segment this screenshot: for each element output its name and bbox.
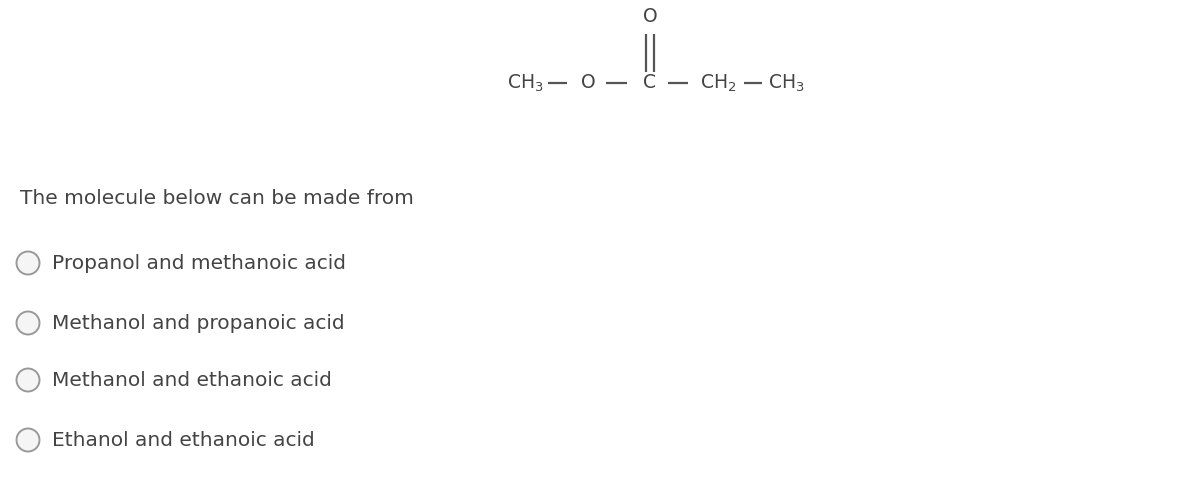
Circle shape: [17, 312, 40, 335]
Text: The molecule below can be made from: The molecule below can be made from: [20, 189, 414, 208]
Text: C: C: [643, 74, 656, 93]
Text: Methanol and propanoic acid: Methanol and propanoic acid: [52, 314, 344, 333]
Text: O: O: [643, 6, 658, 25]
Text: CH$_3$: CH$_3$: [768, 72, 804, 94]
Text: Propanol and methanoic acid: Propanol and methanoic acid: [52, 253, 346, 272]
Circle shape: [17, 369, 40, 391]
Text: Methanol and ethanoic acid: Methanol and ethanoic acid: [52, 371, 332, 389]
Text: CH$_3$: CH$_3$: [506, 72, 544, 94]
Circle shape: [17, 428, 40, 452]
Text: O: O: [581, 74, 595, 93]
Text: Ethanol and ethanoic acid: Ethanol and ethanoic acid: [52, 430, 314, 450]
Text: CH$_2$: CH$_2$: [700, 72, 737, 94]
Circle shape: [17, 251, 40, 274]
